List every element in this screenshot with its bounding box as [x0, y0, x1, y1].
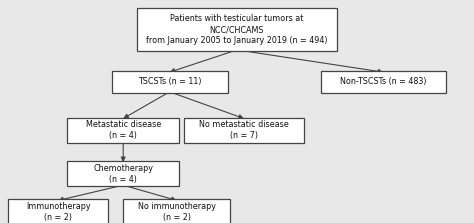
Text: Non-TSCSTs (n = 483): Non-TSCSTs (n = 483)	[340, 78, 427, 87]
Text: Immunotherapy
(n = 2): Immunotherapy (n = 2)	[26, 202, 91, 222]
FancyBboxPatch shape	[8, 199, 108, 223]
Text: TSCSTs (n = 11): TSCSTs (n = 11)	[138, 78, 201, 87]
Text: Metastatic disease
(n = 4): Metastatic disease (n = 4)	[86, 120, 161, 140]
Text: Chemotherapy
(n = 4): Chemotherapy (n = 4)	[93, 163, 153, 184]
FancyBboxPatch shape	[111, 71, 228, 93]
FancyBboxPatch shape	[183, 118, 304, 143]
Text: No immunotherapy
(n = 2): No immunotherapy (n = 2)	[137, 202, 216, 222]
FancyBboxPatch shape	[320, 71, 446, 93]
FancyBboxPatch shape	[67, 118, 179, 143]
Text: Patients with testicular tumors at
NCC/CHCAMS
from January 2005 to January 2019 : Patients with testicular tumors at NCC/C…	[146, 14, 328, 45]
FancyBboxPatch shape	[67, 161, 179, 186]
FancyBboxPatch shape	[123, 199, 230, 223]
FancyBboxPatch shape	[137, 8, 337, 51]
Text: No metastatic disease
(n = 7): No metastatic disease (n = 7)	[199, 120, 289, 140]
